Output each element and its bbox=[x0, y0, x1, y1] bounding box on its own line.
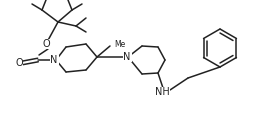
Text: N: N bbox=[123, 52, 131, 62]
Text: NH: NH bbox=[155, 87, 169, 97]
Text: N: N bbox=[51, 55, 59, 65]
Text: N: N bbox=[50, 55, 58, 65]
Text: O: O bbox=[15, 58, 23, 68]
Text: O: O bbox=[42, 39, 50, 49]
Text: N: N bbox=[124, 52, 132, 62]
Text: Me: Me bbox=[114, 39, 125, 49]
